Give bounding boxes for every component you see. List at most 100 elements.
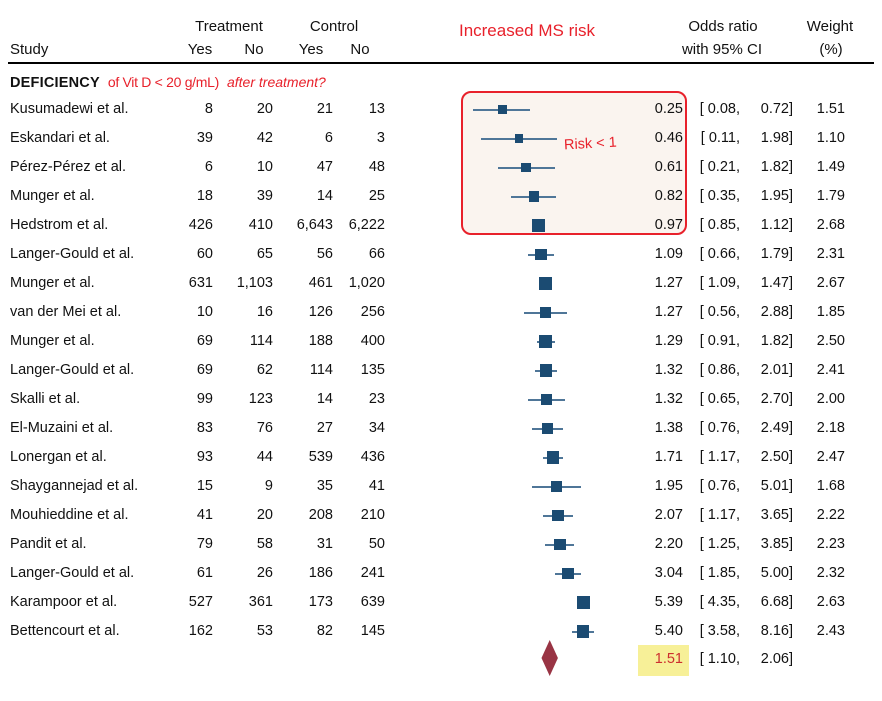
control-yes-count: 173 xyxy=(308,594,333,610)
effect-size-marker xyxy=(521,162,531,173)
study-name: Skalli et al. xyxy=(10,391,81,407)
study-row: Mouhieddine et al. 41 20 208 210 2.07 [ … xyxy=(0,501,882,530)
weight-value: 2.67 xyxy=(816,275,845,291)
study-name: Eskandari et al. xyxy=(10,130,110,146)
ci-upper-value: 1.82] xyxy=(760,333,793,349)
control-yes-count: 6,643 xyxy=(296,217,333,233)
control-no-count: 3 xyxy=(376,130,385,146)
control-no-count: 241 xyxy=(360,565,385,581)
weight-value: 2.31 xyxy=(816,246,845,262)
odds-ratio-value: 1.38 xyxy=(654,420,683,436)
study-row: El-Muzaini et al. 83 76 27 34 1.38 [ 0.7… xyxy=(0,414,882,443)
subgroup-label: DEFICIENCY xyxy=(10,75,100,91)
control-yes-header: Yes xyxy=(298,41,324,58)
treatment-yes-count: 631 xyxy=(188,275,213,291)
summary-ci-upper: 2.06] xyxy=(760,651,793,667)
ci-upper-value: 1.79] xyxy=(760,246,793,262)
treatment-no-count: 20 xyxy=(256,507,273,523)
treatment-yes-count: 6 xyxy=(204,159,213,175)
study-name: Munger et al. xyxy=(10,188,95,204)
study-name: El-Muzaini et al. xyxy=(10,420,114,436)
ci-upper-value: 3.85] xyxy=(760,536,793,552)
treatment-no-count: 76 xyxy=(256,420,273,436)
forest-plot-cell xyxy=(440,443,700,472)
treatment-yes-count: 79 xyxy=(196,536,213,552)
effect-size-marker xyxy=(535,248,548,261)
treatment-yes-count: 99 xyxy=(196,391,213,407)
study-row: Langer-Gould et al. 61 26 186 241 3.04 [… xyxy=(0,559,882,588)
control-no-count: 639 xyxy=(360,594,385,610)
control-yes-count: 6 xyxy=(324,130,333,146)
odds-ratio-value: 1.32 xyxy=(654,362,683,378)
subgroup-annotation-red: of Vit D < 20 g/mL) xyxy=(107,74,219,90)
effect-size-marker xyxy=(577,625,590,638)
weight-value: 2.32 xyxy=(816,565,845,581)
control-no-count: 256 xyxy=(360,304,385,320)
odds-ratio-value: 1.95 xyxy=(654,478,683,494)
forest-plot-cell xyxy=(440,588,700,617)
control-yes-count: 188 xyxy=(308,333,333,349)
summary-ci-lower: [ 1.10, xyxy=(699,651,740,667)
weight-value: 2.63 xyxy=(816,594,845,610)
treatment-no-count: 361 xyxy=(248,594,273,610)
control-no-count: 6,222 xyxy=(348,217,385,233)
odds-ratio-value: 0.97 xyxy=(654,217,683,233)
study-name: Shaygannejad et al. xyxy=(10,478,139,494)
treatment-no-count: 410 xyxy=(248,217,273,233)
treatment-no-count: 114 xyxy=(249,333,273,349)
control-yes-count: 461 xyxy=(308,275,333,291)
study-row: Skalli et al. 99 123 14 23 1.32 [ 0.65, … xyxy=(0,385,882,414)
ci-lower-value: [ 0.76, xyxy=(699,420,740,436)
odds-ratio-value: 5.39 xyxy=(654,594,683,610)
forest-plot-cell xyxy=(440,153,700,182)
ci-lower-value: [ 1.85, xyxy=(699,565,740,581)
treatment-no-count: 53 xyxy=(256,623,273,639)
control-no-count: 436 xyxy=(360,449,385,465)
control-no-count: 66 xyxy=(368,246,385,262)
weight-value: 2.41 xyxy=(816,362,845,378)
odds-ratio-value: 2.20 xyxy=(654,536,683,552)
ci-lower-value: [ 0.85, xyxy=(699,217,740,233)
weight-header-line2: (%) xyxy=(819,41,843,58)
ci-lower-value: [ 0.11, xyxy=(700,130,740,146)
ci-upper-value: 2.49] xyxy=(760,420,793,436)
effect-size-marker xyxy=(553,538,566,551)
study-row: Eskandari et al. 39 42 6 3 0.46 [ 0.11, … xyxy=(0,124,882,153)
odds-ratio-value: 0.25 xyxy=(654,101,683,117)
weight-value: 1.68 xyxy=(816,478,845,494)
weight-value: 1.85 xyxy=(816,304,845,320)
odds-ratio-header-line1: Odds ratio xyxy=(688,18,758,35)
ci-upper-value: 1.82] xyxy=(760,159,793,175)
study-name: Munger et al. xyxy=(10,333,95,349)
weight-value: 1.49 xyxy=(816,159,845,175)
treatment-no-header: No xyxy=(244,41,264,58)
treatment-no-count: 10 xyxy=(256,159,273,175)
weight-value: 2.23 xyxy=(816,536,845,552)
weight-value: 2.68 xyxy=(816,217,845,233)
treatment-yes-count: 69 xyxy=(196,362,213,378)
control-yes-count: 21 xyxy=(316,101,333,117)
treatment-yes-count: 93 xyxy=(196,449,213,465)
effect-size-marker xyxy=(539,307,551,318)
study-row: Pandit et al. 79 58 31 50 2.20 [ 1.25, 3… xyxy=(0,530,882,559)
forest-plot-cell xyxy=(440,501,700,530)
weight-header-line1: Weight xyxy=(806,18,854,35)
study-row: Hedstrom et al. 426 410 6,643 6,222 0.97… xyxy=(0,211,882,240)
summary-row: 1.51 [ 1.10, 2.06] xyxy=(0,640,882,676)
ci-upper-value: 1.47] xyxy=(760,275,793,291)
effect-size-marker xyxy=(552,509,564,522)
control-no-count: 25 xyxy=(368,188,385,204)
effect-size-marker xyxy=(540,394,552,405)
treatment-yes-count: 69 xyxy=(196,333,213,349)
treatment-yes-count: 39 xyxy=(196,130,213,146)
study-name: Karampoor et al. xyxy=(10,594,118,610)
odds-ratio-value: 1.71 xyxy=(654,449,683,465)
treatment-yes-count: 41 xyxy=(196,507,213,523)
control-yes-count: 56 xyxy=(316,246,333,262)
control-no-count: 48 xyxy=(368,159,385,175)
control-no-count: 50 xyxy=(368,536,385,552)
treatment-no-count: 58 xyxy=(256,536,273,552)
ci-upper-value: 3.65] xyxy=(760,507,793,523)
effect-size-marker xyxy=(528,191,539,202)
control-no-count: 135 xyxy=(360,362,385,378)
